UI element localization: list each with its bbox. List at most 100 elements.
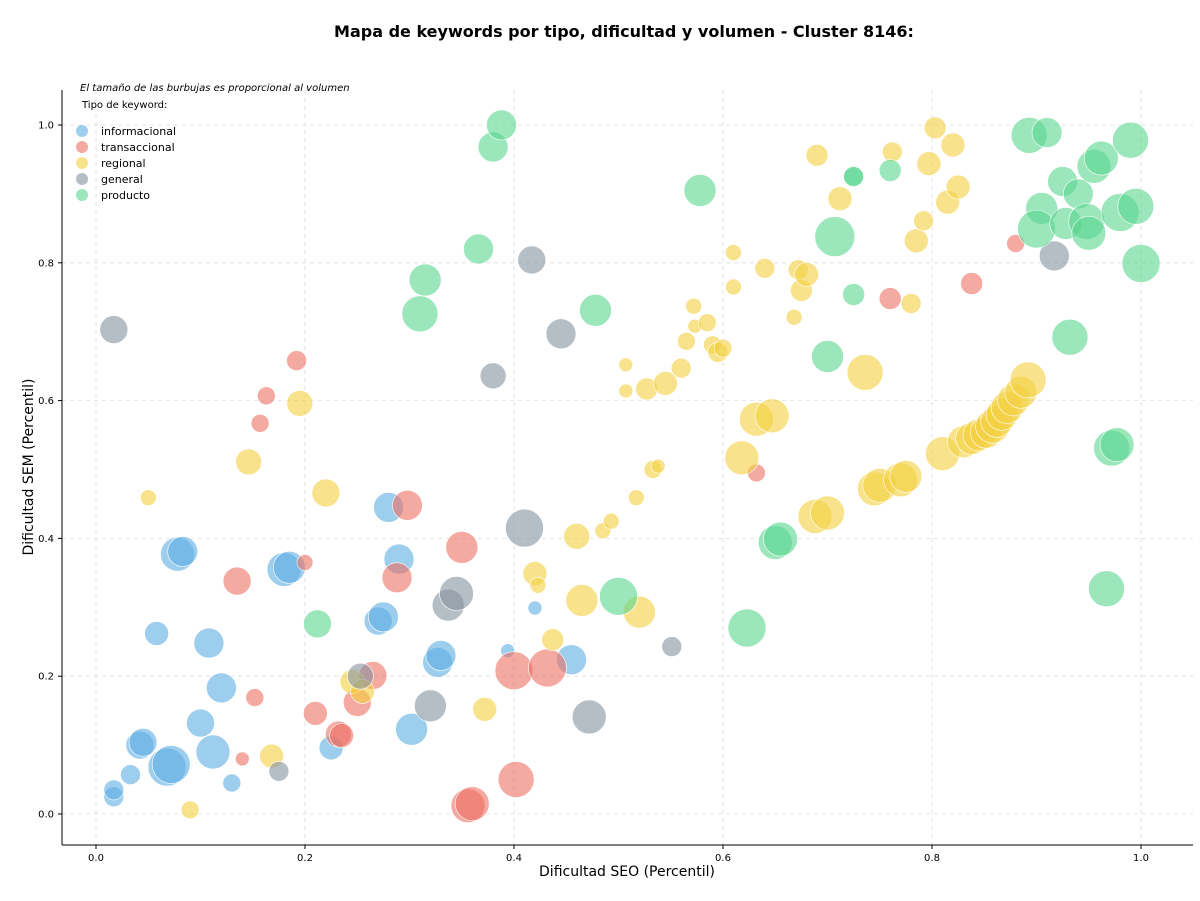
bubble-regional	[881, 141, 903, 163]
y-tick-label: 0.0	[38, 810, 54, 821]
bubble-transaccional	[256, 386, 276, 406]
y-ticks: 0.0 0.2 0.4 0.6 0.8 1.0	[38, 121, 62, 821]
bubble-informacional	[128, 727, 158, 757]
series-regional	[140, 116, 1047, 820]
bubble-general	[99, 315, 129, 344]
bubble-regional	[913, 210, 934, 232]
bubble-regional	[565, 584, 599, 617]
bubble-transaccional	[329, 723, 354, 748]
bubble-informacional	[368, 601, 399, 633]
bubble-informacional	[167, 536, 198, 567]
bubble-regional	[653, 371, 678, 396]
series-general	[99, 240, 1070, 782]
bubble-producto	[303, 609, 332, 639]
legend-marker-transaccional	[76, 141, 88, 153]
bubble-producto	[1031, 117, 1063, 148]
bubble-informacional	[206, 672, 237, 704]
bubble-regional	[923, 116, 947, 140]
bubble-regional	[945, 174, 971, 200]
bubble-producto	[811, 340, 844, 373]
legend-marker-producto	[76, 189, 88, 201]
bubble-regional	[541, 628, 565, 652]
bubble-regional	[140, 489, 157, 507]
x-tick-label: 0.0	[88, 853, 104, 864]
bubble-regional	[754, 398, 790, 434]
bubble-informacional	[395, 712, 428, 746]
bubble-regional	[627, 489, 645, 507]
bubble-regional	[713, 338, 733, 358]
bubbles-layer	[99, 109, 1161, 824]
legend-label-producto: producto	[101, 189, 150, 202]
legend-marker-general	[76, 173, 88, 185]
bubble-regional	[180, 800, 200, 820]
bubble-informacional	[527, 600, 543, 616]
bubble-transaccional	[445, 531, 479, 564]
bubble-producto	[401, 295, 439, 333]
legend-note: El tamaño de las burbujas es proporciona…	[80, 83, 350, 94]
bubble-transaccional	[381, 562, 413, 594]
bubble-producto	[599, 576, 638, 616]
bubble-producto	[579, 293, 612, 327]
bubble-regional	[900, 293, 922, 314]
bubble-regional	[810, 495, 845, 531]
axes	[61, 90, 1193, 846]
series-transaccional	[222, 234, 1025, 824]
bubble-general	[347, 662, 374, 690]
bubble-transaccional	[286, 350, 307, 371]
x-tick-label: 0.4	[506, 853, 522, 864]
bubble-producto	[1084, 140, 1119, 176]
y-tick-label: 0.2	[38, 672, 54, 683]
y-tick-label: 0.8	[38, 258, 54, 269]
bubble-producto	[1088, 570, 1125, 608]
legend-marker-informacional	[76, 125, 88, 137]
x-tick-label: 0.8	[924, 853, 940, 864]
bubble-regional	[754, 257, 776, 279]
bubble-transaccional	[454, 786, 490, 822]
bubble-transaccional	[960, 272, 984, 295]
x-tick-label: 0.6	[715, 853, 731, 864]
bubble-regional	[724, 440, 760, 476]
legend-items: informacional transaccional regional genera…	[76, 125, 176, 202]
y-axis-label: Dificultad SEM (Percentil)	[21, 379, 37, 556]
bubble-general	[517, 245, 547, 275]
legend-label-informacional: informacional	[101, 125, 176, 138]
bubble-informacional	[120, 764, 141, 786]
bubble-regional	[529, 576, 547, 594]
bubble-transaccional	[392, 489, 423, 521]
bubble-regional	[602, 512, 620, 530]
y-tick-label: 0.4	[38, 534, 54, 545]
x-ticks: 0.0 0.2 0.4 0.6 0.8 1.0	[88, 845, 1149, 864]
bubble-regional	[916, 151, 942, 176]
bubble-producto	[842, 283, 865, 306]
bubble-general	[414, 689, 447, 723]
bubble-producto	[763, 521, 798, 557]
bubble-general	[439, 576, 474, 611]
bubble-regional	[903, 228, 929, 254]
bubble-regional	[677, 331, 696, 351]
legend-marker-regional	[76, 157, 88, 169]
bubble-regional	[827, 186, 853, 211]
series-producto	[303, 109, 1161, 648]
bubble-general	[268, 760, 290, 782]
bubble-regional	[805, 144, 829, 167]
bubble-producto	[843, 166, 864, 187]
bubble-producto	[1071, 215, 1107, 251]
bubble-producto	[878, 159, 902, 182]
legend-label-regional: regional	[101, 157, 146, 170]
bubble-transaccional	[528, 648, 567, 688]
bubble-general	[1039, 240, 1070, 272]
bubble-regional	[697, 313, 717, 333]
bubble-regional	[685, 297, 703, 315]
bubble-regional	[563, 522, 591, 550]
bubble-general	[545, 318, 577, 350]
bubble-transaccional	[878, 287, 902, 310]
y-tick-label: 1.0	[38, 121, 54, 132]
bubble-regional	[235, 448, 262, 476]
bubble-producto	[1051, 318, 1089, 356]
x-axis-label: Dificultad SEO (Percentil)	[539, 864, 715, 880]
legend: El tamaño de las burbujas es proporciona…	[76, 83, 350, 202]
bubble-informacional	[222, 773, 242, 793]
chart-title: Mapa de keywords por tipo, dificultad y …	[334, 22, 914, 41]
bubble-informacional	[144, 621, 169, 646]
